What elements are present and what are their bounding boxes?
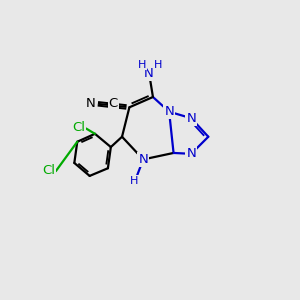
Text: H: H	[138, 60, 146, 70]
Text: N: N	[164, 105, 174, 118]
Text: N: N	[186, 112, 196, 125]
Text: Cl: Cl	[42, 164, 55, 176]
Text: C: C	[109, 97, 118, 110]
Text: N: N	[144, 67, 154, 80]
Text: Cl: Cl	[72, 121, 85, 134]
Text: N: N	[186, 147, 196, 160]
Text: N: N	[138, 153, 148, 166]
Text: N: N	[85, 97, 95, 110]
Text: H: H	[130, 176, 138, 186]
Text: H: H	[154, 60, 162, 70]
